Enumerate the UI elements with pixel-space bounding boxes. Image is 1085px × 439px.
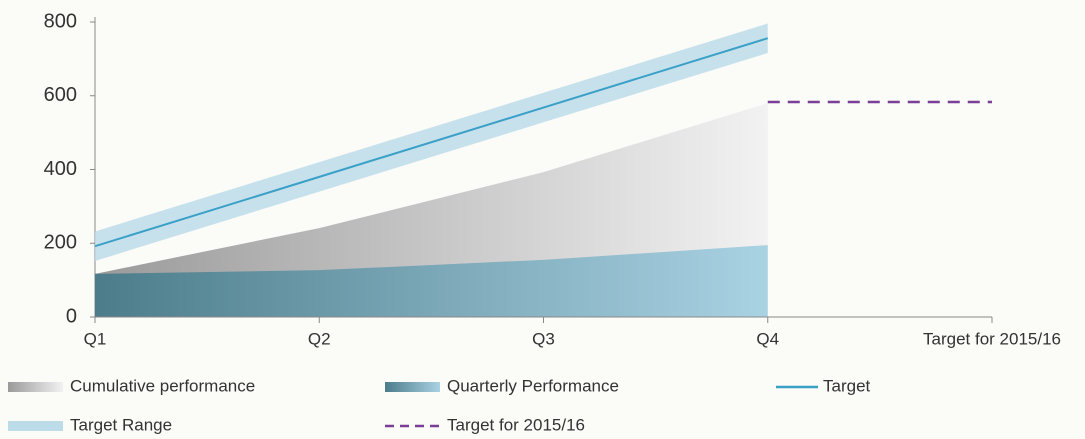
- legend-label: Target for 2015/16: [447, 415, 585, 434]
- legend-label: Quarterly Performance: [447, 376, 619, 395]
- legend-swatch: [385, 382, 440, 392]
- legend-label: Cumulative performance: [70, 376, 255, 395]
- x-tick-label: Q1: [84, 329, 107, 348]
- area: [95, 245, 768, 317]
- target-line: [94, 37, 769, 248]
- legend-label: Target: [823, 376, 871, 395]
- legend-swatch: [8, 382, 63, 392]
- x-tick-label: Q2: [308, 329, 331, 348]
- x-tick-label: Target for 2015/16: [923, 329, 1061, 348]
- legend-label: Target Range: [70, 415, 172, 434]
- y-tick-label: 600: [44, 84, 77, 106]
- y-tick-label: 400: [44, 158, 77, 180]
- y-tick-label: 800: [44, 10, 77, 32]
- y-tick-label: 200: [44, 232, 77, 254]
- x-tick-label: Q4: [756, 329, 779, 348]
- x-tick-label: Q3: [532, 329, 555, 348]
- y-tick-label: 0: [66, 305, 77, 327]
- legend-swatch: [8, 421, 63, 431]
